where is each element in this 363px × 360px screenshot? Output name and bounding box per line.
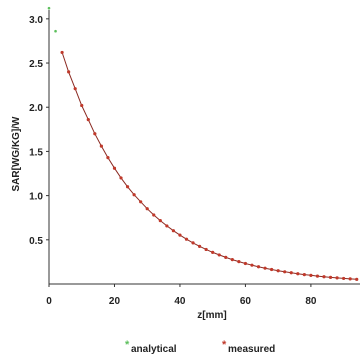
legend-label-measured: measured [228, 344, 275, 355]
measured-point [270, 267, 274, 272]
analytical-point [47, 6, 51, 10]
measured-point [263, 266, 267, 270]
measured-point [243, 261, 248, 266]
y-axis-ticks: 0.5 1.0 1.5 2.0 2.5 3.0 [29, 15, 49, 247]
measured-point [309, 273, 313, 277]
measured-point [73, 87, 77, 91]
measured-point [315, 274, 320, 278]
measured-point [289, 271, 293, 275]
measured-point [355, 277, 359, 281]
y-tick-label: 2.0 [29, 103, 43, 114]
analytical-point [54, 29, 57, 33]
measured-point [119, 176, 123, 180]
x-tick-label: 80 [305, 296, 317, 307]
legend-item-analytical: * analytical [125, 339, 177, 355]
measured-point [328, 275, 333, 279]
measured-point [230, 258, 234, 262]
measured-point [139, 200, 143, 204]
y-tick-label: 3.0 [29, 15, 43, 26]
x-axis-label: z[mm] [197, 310, 226, 321]
measured-point [106, 156, 110, 160]
measured-point [237, 260, 241, 264]
measured-point [335, 276, 339, 280]
measured-point [145, 207, 149, 211]
legend-marker-measured: * [222, 339, 227, 351]
x-tick-label: 40 [174, 296, 186, 307]
legend: * analytical * measured [125, 339, 275, 355]
measured-point [217, 253, 221, 257]
legend-label-analytical: analytical [131, 344, 177, 355]
measured-point [211, 250, 215, 254]
measured-point [99, 144, 103, 148]
measured-point [165, 224, 169, 228]
y-tick-label: 1.5 [29, 147, 43, 158]
measured-point [60, 50, 64, 55]
x-tick-label: 20 [109, 296, 121, 307]
measured-point [67, 70, 71, 74]
measured-point [125, 185, 130, 189]
measured-point [86, 118, 90, 122]
x-tick-label: 60 [240, 296, 252, 307]
x-axis-ticks: 0 20 40 60 80 [46, 284, 317, 307]
measured-point [178, 233, 182, 237]
measured-point [224, 255, 228, 259]
measured-point [296, 272, 300, 276]
measured-point [256, 265, 261, 269]
measured-curve [61, 52, 357, 280]
measured-point [322, 275, 326, 279]
measured-point [132, 193, 136, 197]
legend-item-measured: * measured [222, 339, 275, 355]
measured-point [197, 244, 202, 248]
measured-point [171, 229, 175, 233]
measured-point [112, 166, 117, 170]
measured-point [93, 132, 97, 136]
measured-point [283, 270, 287, 274]
measured-point [204, 247, 208, 252]
measured-point [348, 277, 352, 281]
y-tick-label: 0.5 [29, 236, 43, 247]
x-tick-label: 0 [46, 296, 52, 307]
y-tick-label: 2.5 [29, 59, 43, 70]
measured-point [158, 219, 162, 223]
measured-point [80, 103, 84, 108]
legend-marker-analytical: * [125, 339, 130, 351]
measured-point [184, 237, 189, 241]
measured-point [191, 241, 195, 245]
measured-point [276, 269, 280, 273]
measured-point [152, 213, 156, 217]
y-axis-label: SAR[WG/KG]/W [11, 116, 22, 192]
y-tick-label: 1.0 [29, 192, 43, 203]
measured-point [342, 276, 346, 281]
plot-area [47, 6, 360, 285]
measured-point [302, 273, 306, 277]
series-layer [47, 6, 359, 281]
measured-point [250, 263, 254, 267]
